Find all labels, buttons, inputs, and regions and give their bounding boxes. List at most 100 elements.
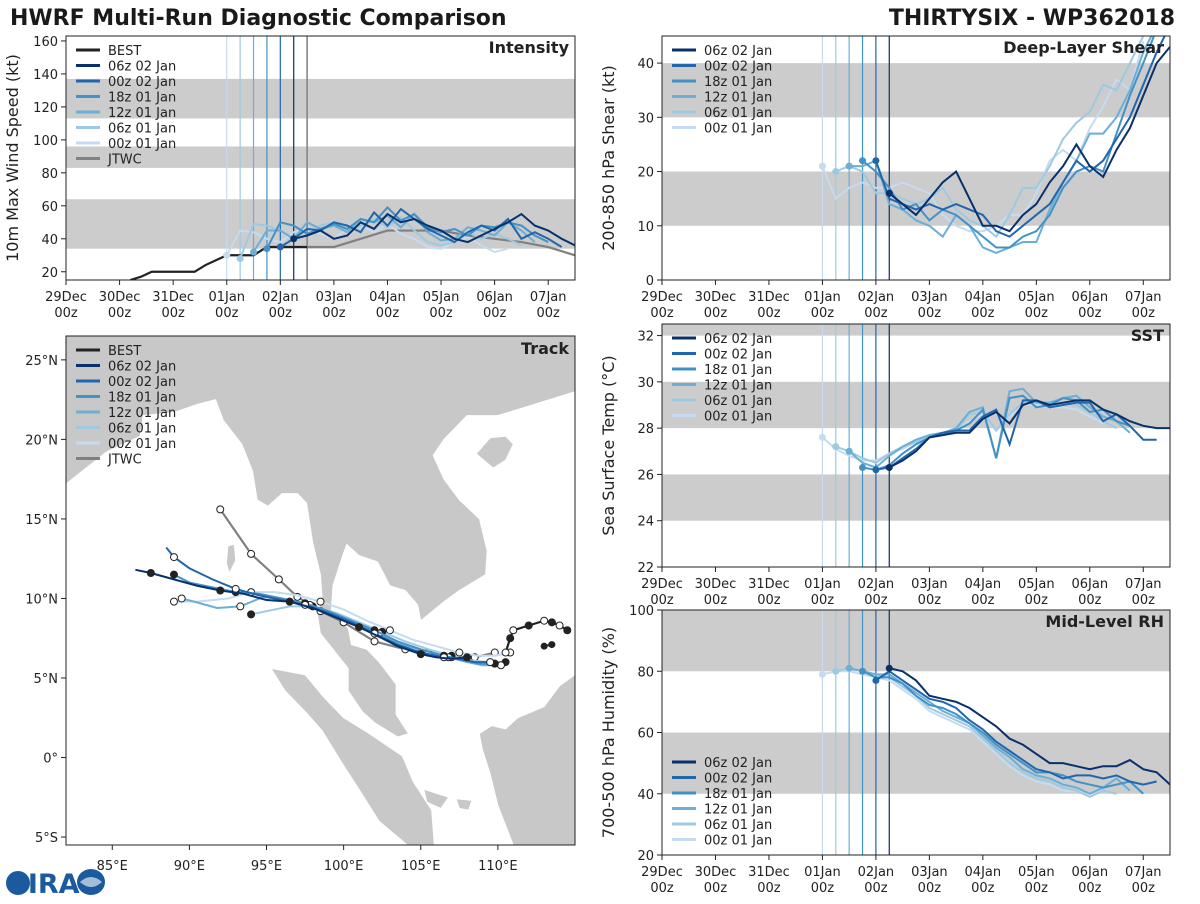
intensity-legend-label: 06z 01 Jan bbox=[108, 122, 176, 137]
sst-band bbox=[662, 324, 1170, 336]
rh-xtick-label: 03Jan bbox=[911, 865, 948, 880]
cira-logo: CIRA bbox=[6, 869, 105, 900]
rh-band bbox=[662, 610, 1170, 672]
track-best-point bbox=[501, 648, 510, 657]
shear-xtick-label: 30Dec bbox=[695, 290, 737, 305]
shear-xtick-label: 00z bbox=[704, 306, 728, 321]
rh-xtick-label: 05Jan bbox=[1018, 865, 1055, 880]
shear-xtick-label: 00z bbox=[971, 306, 995, 321]
rh-ytick-label: 40 bbox=[637, 788, 654, 803]
intensity-xtick-label: 00z bbox=[483, 306, 507, 321]
intensity-init-marker bbox=[236, 255, 244, 263]
intensity-band bbox=[66, 146, 575, 168]
track-best-early-point bbox=[540, 642, 548, 650]
mainland-asia bbox=[66, 336, 575, 738]
shear-xtick-label: 00z bbox=[1078, 306, 1102, 321]
intensity-legend-label: JTWC bbox=[107, 153, 142, 168]
rh-ylabel: 700-500 hPa Humidity (%) bbox=[599, 627, 618, 838]
rh-ytick-label: 100 bbox=[629, 604, 654, 619]
track-legend-label: 00z 02 Jan bbox=[108, 375, 176, 390]
track-legend-label: 18z 01 Jan bbox=[108, 391, 176, 406]
track-best-point bbox=[547, 618, 556, 627]
shear-xtick-label: 29Dec bbox=[641, 290, 683, 305]
sst-ytick-label: 26 bbox=[637, 468, 654, 483]
track-best-point bbox=[555, 621, 564, 630]
sst-title: SST bbox=[1131, 326, 1164, 345]
intensity-series-line bbox=[279, 207, 563, 248]
sst-xtick-label: 00z bbox=[704, 593, 728, 608]
sst-ytick-label: 22 bbox=[637, 561, 654, 576]
shear-init-marker bbox=[818, 162, 826, 170]
shear-ytick-label: 30 bbox=[637, 111, 654, 126]
intensity-xtick-label: 01Jan bbox=[208, 290, 245, 305]
panels: 2040608010012014016029Dec00z30Dec00z31De… bbox=[3, 35, 1171, 896]
intensity-title: Intensity bbox=[489, 38, 570, 57]
track-series-point bbox=[385, 626, 394, 635]
panel-intensity: 2040608010012014016029Dec00z30Dec00z31De… bbox=[3, 35, 576, 321]
intensity-xtick-label: 02Jan bbox=[262, 290, 299, 305]
shear-xtick-label: 02Jan bbox=[858, 290, 895, 305]
rh-xtick-label: 02Jan bbox=[858, 865, 895, 880]
sst-ylabel: Sea Surface Temp (°C) bbox=[599, 355, 618, 535]
shear-ytick-label: 10 bbox=[637, 220, 654, 235]
intensity-init-marker bbox=[276, 243, 284, 251]
shear-legend-label: 00z 02 Jan bbox=[704, 60, 772, 75]
intensity-band bbox=[66, 78, 575, 119]
intensity-init-marker bbox=[263, 245, 271, 253]
track-title: Track bbox=[521, 339, 569, 358]
rh-legend-label: 00z 02 Jan bbox=[704, 772, 772, 787]
sst-ytick-label: 28 bbox=[637, 422, 654, 437]
logo-wave-icon bbox=[80, 877, 102, 887]
shear-xtick-label: 05Jan bbox=[1018, 290, 1055, 305]
track-xtick-label: 110°E bbox=[478, 859, 518, 874]
shear-xtick-label: 00z bbox=[757, 306, 781, 321]
rh-legend-label: 18z 01 Jan bbox=[704, 787, 772, 802]
intensity-xtick-label: 31Dec bbox=[152, 290, 194, 305]
intensity-series bbox=[129, 206, 575, 280]
track-series-point bbox=[355, 623, 364, 632]
track-best-point bbox=[509, 626, 518, 635]
shear-xtick-label: 07Jan bbox=[1125, 290, 1162, 305]
track-jtwc-point bbox=[370, 637, 379, 646]
shear-xtick-label: 03Jan bbox=[911, 290, 948, 305]
sst-xtick-label: 31Dec bbox=[748, 577, 790, 592]
sst-xtick-label: 00z bbox=[918, 593, 942, 608]
track-ytick-label: 20°N bbox=[25, 433, 58, 448]
rh-init-marker bbox=[818, 670, 826, 678]
rh-ytick-label: 20 bbox=[637, 849, 654, 864]
track-series-point bbox=[455, 648, 464, 657]
track-ytick-label: 0° bbox=[43, 752, 58, 767]
shear-xtick-label: 00z bbox=[1132, 306, 1156, 321]
intensity-xtick-label: 00z bbox=[269, 306, 293, 321]
sst-ytick-label: 30 bbox=[637, 376, 654, 391]
sst-xtick-label: 00z bbox=[1078, 593, 1102, 608]
shear-ytick-label: 40 bbox=[637, 57, 654, 72]
intensity-xtick-label: 30Dec bbox=[99, 290, 141, 305]
track-legend-label: 06z 02 Jan bbox=[108, 360, 176, 375]
sst-xtick-label: 30Dec bbox=[695, 577, 737, 592]
track-series-point bbox=[169, 553, 178, 562]
rh-init-marker bbox=[832, 667, 840, 675]
intensity-init-marker bbox=[250, 248, 258, 256]
rh-init-marker bbox=[885, 664, 893, 672]
sst-legend-label: 06z 02 Jan bbox=[704, 332, 772, 347]
rh-xtick-label: 30Dec bbox=[695, 865, 737, 880]
andaman-islands bbox=[226, 543, 237, 575]
panel-track: 85°E 90°E 95°E 100°E 105°E 110°E 25°N 20°N 15°N 1… bbox=[25, 335, 576, 874]
sst-init-marker bbox=[832, 443, 840, 451]
shear-series-line bbox=[874, 36, 1166, 238]
sst-series-line bbox=[888, 399, 1170, 469]
rh-xtick-label: 00z bbox=[1025, 881, 1049, 896]
storm-name: THIRTYSIX - WP362018 bbox=[889, 6, 1175, 31]
sst-series-line bbox=[862, 394, 1131, 471]
rh-xtick-label: 29Dec bbox=[641, 865, 683, 880]
intensity-ylabel: 10m Max Wind Speed (kt) bbox=[3, 54, 22, 262]
rh-series-line bbox=[889, 667, 1170, 786]
intensity-ytick-label: 40 bbox=[41, 233, 58, 248]
track-legend-label: BEST bbox=[108, 344, 141, 359]
sst-xtick-label: 07Jan bbox=[1125, 577, 1162, 592]
sst-init-marker bbox=[859, 463, 867, 471]
shear-xtick-label: 06Jan bbox=[1071, 290, 1108, 305]
sst-init-marker bbox=[885, 463, 893, 471]
